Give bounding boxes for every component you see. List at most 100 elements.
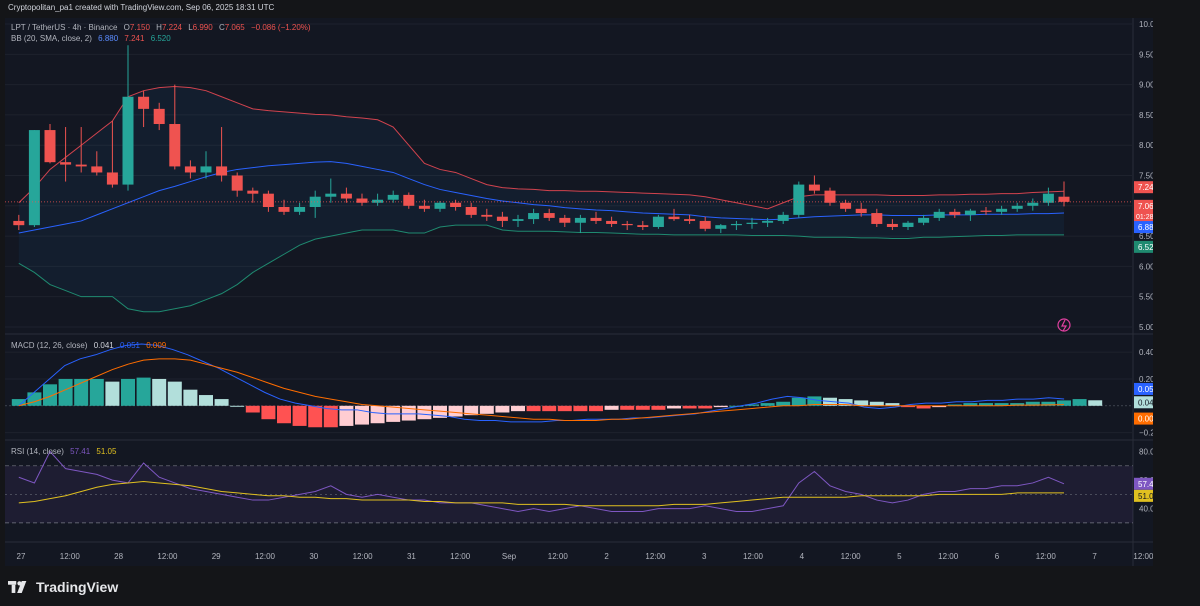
macd-hist-bar <box>43 384 57 406</box>
macd-hist-bar <box>355 405 369 425</box>
candle-body <box>808 184 820 191</box>
candle-body <box>325 193 337 197</box>
bb-legend: BB (20, SMA, close, 2) 6.880 7.241 6.520 <box>11 34 175 43</box>
candle-body <box>652 216 664 227</box>
time-tick-label: 12:00 <box>1036 552 1057 561</box>
time-tick-label: 12:00 <box>255 552 276 561</box>
candle-body <box>590 217 602 221</box>
created-with-caption: Cryptopolitan_pa1 created with TradingVi… <box>8 3 275 12</box>
l-value: 6.990 <box>192 23 213 32</box>
ohlc-close: C7.065 <box>219 23 245 32</box>
price-tick-label: 8.000 <box>1139 141 1153 150</box>
price-tick-label: 9.000 <box>1139 81 1153 90</box>
macd-hist-bar <box>136 377 151 406</box>
candle-body <box>309 196 321 207</box>
candle-body <box>777 214 789 221</box>
badge-bb-lower-bg <box>1134 240 1153 253</box>
ohlc-high: H7.224 <box>156 23 182 32</box>
bb-band-fill <box>18 86 1064 312</box>
macd-hist-bar <box>261 405 276 420</box>
candle-body <box>543 213 555 218</box>
badge-rsi-ma-bg <box>1134 489 1153 502</box>
time-tick-label: 7 <box>1092 552 1097 561</box>
macd-hist-bar <box>557 405 572 412</box>
time-tick-label: 3 <box>702 552 707 561</box>
candle-body <box>715 225 727 229</box>
macd-hist-bar <box>183 389 198 406</box>
macd-hist-bar <box>511 405 525 412</box>
badge-bb-upper-bg <box>1134 181 1153 194</box>
time-tick-label: 12:00 <box>743 552 764 561</box>
macd-hist-bar <box>573 405 588 412</box>
candle-body <box>340 193 352 199</box>
ohlc-open: O7.150 <box>124 23 150 32</box>
candle-body <box>512 219 524 221</box>
macd-hist-bar <box>869 401 884 406</box>
macd-hist-bar <box>760 403 775 406</box>
price-tick-label: 9.500 <box>1139 50 1153 59</box>
h-value: 7.224 <box>161 23 182 32</box>
candle-body <box>138 96 150 109</box>
candle-body <box>122 96 134 185</box>
rsi-value: 57.41 <box>70 447 91 456</box>
candle-body <box>684 219 696 221</box>
candle-body <box>574 217 586 223</box>
macd-hist-bar <box>199 395 213 406</box>
candle-body <box>1011 205 1023 209</box>
candle-body <box>871 213 883 224</box>
time-tick-label: 29 <box>212 552 221 561</box>
candle-body <box>372 199 384 203</box>
c-value: 7.065 <box>224 23 245 32</box>
time-tick-label: 12:00 <box>353 552 374 561</box>
bb-lower-value: 6.520 <box>150 34 171 43</box>
macd-hist-bar <box>74 378 89 406</box>
candle-body <box>294 207 306 212</box>
candle-body <box>60 162 72 165</box>
candle-body <box>465 207 477 215</box>
candle-body <box>949 211 961 215</box>
candle-body <box>964 210 976 215</box>
candle-body <box>418 205 430 209</box>
macd-hist-bar <box>947 404 962 406</box>
macd-hist-bar <box>620 405 635 410</box>
macd-hist-bar <box>1025 401 1040 406</box>
badge-macd: 0.051 <box>1138 385 1153 394</box>
macd-hist-bar <box>152 378 167 406</box>
candle-body <box>699 220 711 229</box>
time-tick-label: 6 <box>995 552 1000 561</box>
macd-tick-label: −0.200 <box>1139 429 1153 438</box>
macd-hist-bar <box>916 405 931 409</box>
candle-body <box>13 220 25 226</box>
badge-bb-lower: 6.520 <box>1138 243 1153 252</box>
macd-hist-bar <box>713 405 728 408</box>
macd-hist-bar <box>526 405 541 412</box>
tradingview-brand[interactable]: TradingView <box>8 579 118 595</box>
time-tick-label: 2 <box>604 552 609 561</box>
price-tick-label: 7.500 <box>1139 172 1153 181</box>
rsi-legend: RSI (14, close) 57.41 51.05 <box>11 447 120 456</box>
rsi-tick-label: 80.00 <box>1139 448 1153 457</box>
candle-body <box>730 223 742 226</box>
candle-body <box>1042 193 1054 203</box>
time-tick-label: 27 <box>17 552 26 561</box>
l-label: L <box>188 23 193 32</box>
macd-hist-bar <box>542 405 557 412</box>
candle-body <box>262 193 274 207</box>
badge-macd-signal-bg <box>1134 412 1153 425</box>
macd-hist-bar <box>292 405 307 426</box>
h-label: H <box>156 23 162 32</box>
candle-body <box>746 222 758 224</box>
time-tick-label: 12:00 <box>450 552 471 561</box>
macd-hist-bar <box>807 396 822 406</box>
candle-body <box>216 166 228 176</box>
macd-hist-bar <box>339 405 354 426</box>
macd-hist-bar <box>27 392 42 406</box>
price-tick-label: 5.500 <box>1139 293 1153 302</box>
macd-hist-bar <box>698 405 713 409</box>
macd-hist-bar <box>589 405 603 412</box>
candle-body <box>44 130 56 163</box>
badge-rsi: 57.41 <box>1138 480 1153 489</box>
macd-signal-line <box>18 358 1065 422</box>
macd-hist-bar <box>901 405 915 408</box>
candle-body <box>1058 196 1070 202</box>
